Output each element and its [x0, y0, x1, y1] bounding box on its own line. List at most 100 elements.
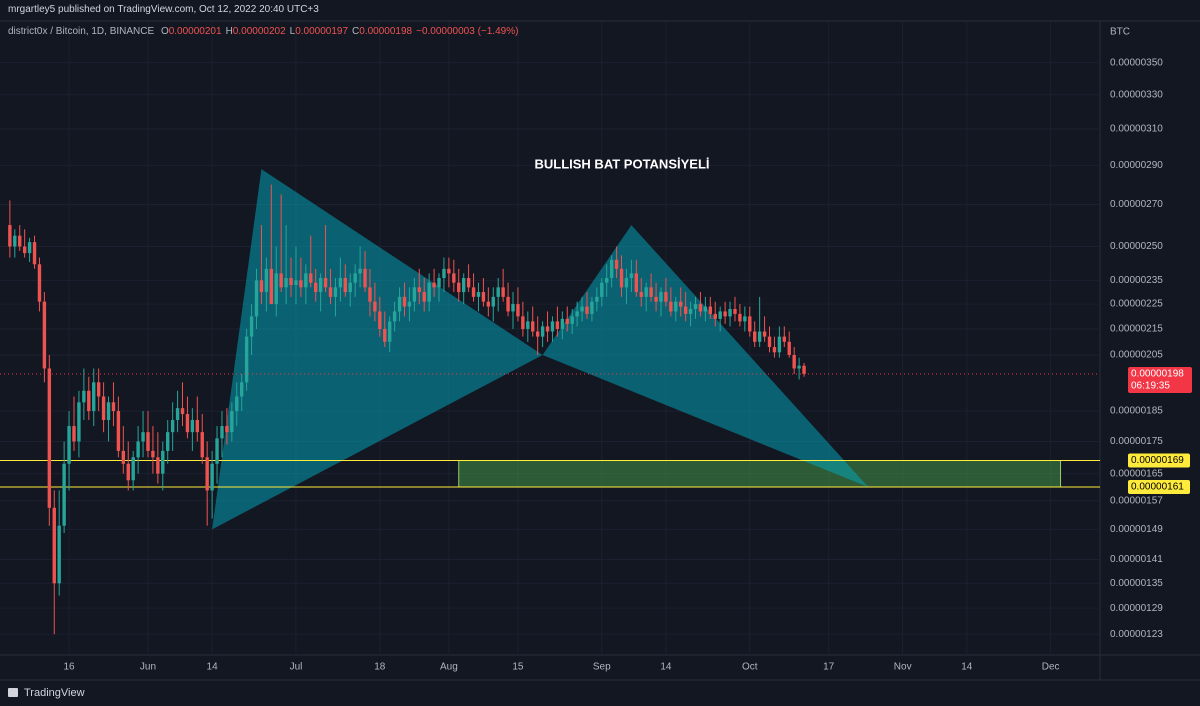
candle-body	[521, 316, 525, 329]
level-label-box	[1128, 480, 1190, 495]
x-tick-label: Aug	[440, 662, 458, 673]
candle-body	[175, 408, 180, 421]
x-tick-label: Sep	[593, 662, 611, 673]
candle-body	[787, 341, 791, 355]
candle-body	[244, 336, 249, 383]
candle-body	[116, 411, 121, 451]
candle-body	[688, 308, 693, 314]
logo: TradingView	[8, 687, 85, 699]
candle-body	[101, 396, 106, 421]
candle-body	[294, 280, 298, 286]
candle-body	[693, 304, 698, 309]
candle-body	[614, 259, 619, 269]
candle-body	[644, 287, 648, 297]
x-tick-label: 17	[823, 662, 835, 673]
legend-value: 0.00000201	[168, 26, 222, 37]
candle-body	[683, 306, 688, 314]
candle-body	[708, 306, 713, 314]
y-tick-label: 0.00000149	[1110, 524, 1163, 535]
candle-body	[220, 426, 224, 439]
candle-body	[619, 268, 624, 288]
legend-key: L	[289, 26, 296, 37]
candle-body	[550, 321, 555, 332]
legend-change: −0.00000003 (−1.49%)	[416, 26, 519, 37]
candle-body	[304, 273, 308, 288]
y-tick-label: 0.00000250	[1110, 241, 1163, 252]
candle-body	[111, 402, 116, 412]
candle-body	[649, 287, 653, 297]
legend-key: H	[225, 26, 233, 37]
candle-body	[284, 278, 288, 288]
candle-body	[743, 316, 747, 322]
y-tick-label: 0.00000350	[1110, 57, 1163, 68]
target-zone	[458, 460, 1062, 488]
candle-body	[565, 318, 569, 324]
x-tick-label: 14	[207, 662, 219, 673]
legend-key: O	[160, 26, 169, 37]
candle-body	[412, 287, 417, 302]
candle-body	[669, 301, 673, 312]
candle-body	[37, 264, 42, 302]
x-tick-label: 18	[374, 662, 386, 673]
candle-body	[703, 306, 708, 312]
candle-body	[67, 426, 71, 464]
candle-body	[723, 311, 727, 317]
y-tick-label: 0.00000235	[1110, 275, 1163, 286]
y-tick-label: 0.00000157	[1110, 495, 1163, 506]
candle-body	[738, 313, 742, 322]
candle-body	[27, 242, 32, 254]
x-tick-label: Jun	[140, 662, 156, 673]
candle-body	[387, 321, 392, 342]
candle-body	[496, 287, 500, 297]
pattern-triangle	[212, 169, 543, 530]
legend-value: 0.00000197	[295, 26, 349, 37]
candle-body	[535, 331, 540, 337]
candle-body	[126, 463, 130, 481]
legend-value: 0.00000202	[232, 26, 286, 37]
y-tick-label: 0.00000215	[1110, 324, 1163, 335]
candle-body	[185, 414, 190, 433]
candle-body	[230, 411, 234, 433]
candle-body	[279, 273, 283, 288]
candle-body	[77, 402, 81, 442]
candle-body	[200, 432, 204, 458]
x-tick-label: 14	[660, 662, 672, 673]
candle-body	[299, 280, 303, 288]
candle-body	[269, 268, 274, 305]
candle-body	[733, 308, 737, 314]
candle-body	[82, 390, 86, 403]
candle-body	[22, 246, 27, 254]
candle-body	[289, 278, 293, 286]
y-tick-label: 0.00000129	[1110, 603, 1163, 614]
candle-body	[240, 382, 244, 397]
candle-body	[447, 268, 451, 274]
candle-body	[141, 432, 145, 442]
x-tick-label: Jul	[290, 662, 303, 673]
candle-body	[772, 347, 777, 353]
candle-body	[629, 273, 634, 279]
candle-body	[718, 311, 722, 319]
candle-body	[249, 316, 254, 337]
plot-layer	[0, 22, 1100, 655]
candle-body	[457, 282, 461, 293]
level-label: 0.00000169	[1131, 455, 1184, 466]
candle-body	[210, 463, 214, 491]
candle-body	[555, 321, 560, 329]
y-tick-label: 0.00000225	[1110, 299, 1163, 310]
candle-body	[713, 313, 717, 319]
candle-body	[466, 278, 471, 288]
candle-body	[407, 301, 412, 307]
candle-body	[170, 420, 175, 433]
candle-body	[452, 273, 456, 283]
legend-value: 0.00000198	[359, 26, 413, 37]
candle-body	[545, 326, 550, 332]
x-tick-label: 16	[63, 662, 75, 673]
candle-body	[368, 287, 372, 302]
candle-body	[136, 441, 140, 458]
y-tick-label: 0.00000185	[1110, 406, 1163, 417]
y-tick-label: 0.00000290	[1110, 160, 1163, 171]
pattern-triangle	[542, 225, 869, 488]
candle-body	[358, 268, 362, 274]
price-label: 0.00000198	[1131, 369, 1184, 380]
